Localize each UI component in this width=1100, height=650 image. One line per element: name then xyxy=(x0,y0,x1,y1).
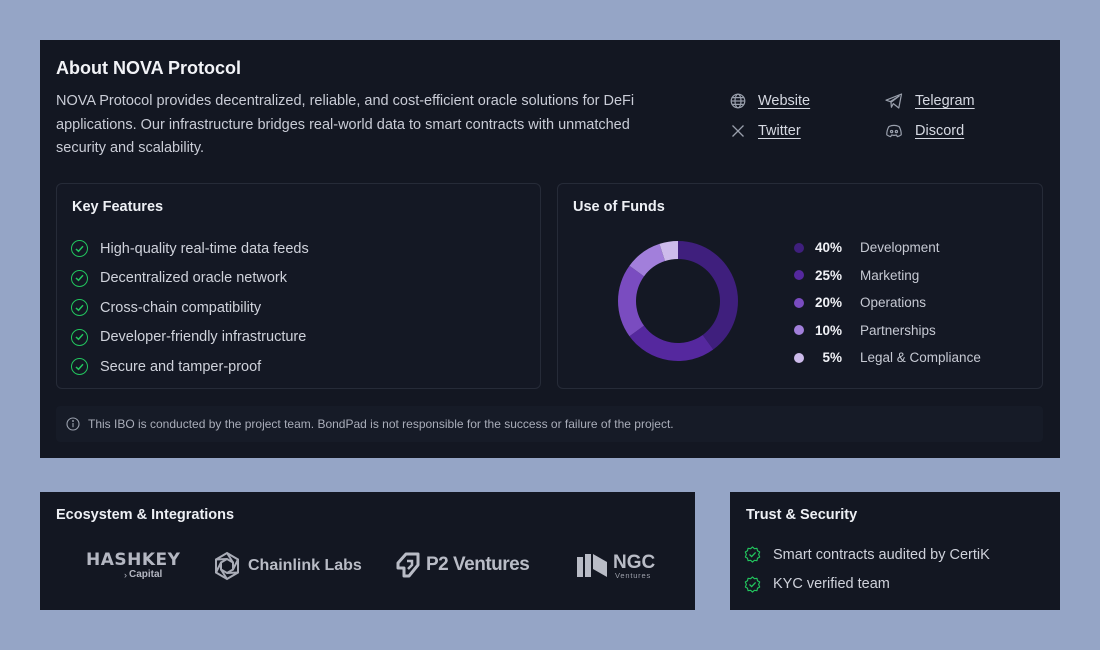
verified-badge-icon xyxy=(744,546,761,563)
ngc-wordmark: NGC xyxy=(613,552,656,573)
legend-percent: 10% xyxy=(814,322,842,338)
list-item: Cross-chain compatibility xyxy=(71,293,309,323)
discord-label: Discord xyxy=(915,123,965,139)
partner-logos: HASHKEY › Capital Chainlink Labs P2 Vent… xyxy=(86,548,666,588)
legend-swatch xyxy=(794,297,804,308)
about-panel: About NOVA Protocol NOVA Protocol provid… xyxy=(40,40,1060,458)
legend-item: 10% Partnerships xyxy=(794,317,981,345)
list-item: High-quality real-time data feeds xyxy=(71,234,309,264)
check-circle-icon xyxy=(71,269,88,287)
check-circle-icon xyxy=(71,358,88,376)
legend-item: 20% Operations xyxy=(794,289,981,317)
funds-legend: 40% Development 25% Marketing 20% Operations 1… xyxy=(794,234,981,372)
chevron-right-icon: › xyxy=(124,569,127,580)
chainlink-hex-icon xyxy=(215,551,239,581)
trust-label: Smart contracts audited by CertiK xyxy=(773,546,990,563)
discord-link[interactable]: Discord xyxy=(885,120,1030,142)
list-item: Smart contracts audited by CertiK xyxy=(744,540,990,570)
social-links: Website Telegram Twitter Discord xyxy=(730,90,1030,142)
legend-percent: 40% xyxy=(814,240,842,256)
about-title: About NOVA Protocol xyxy=(56,58,241,78)
legend-item: 40% Development xyxy=(794,234,981,262)
list-item: Developer-friendly infrastructure xyxy=(71,323,309,353)
globe-icon xyxy=(730,93,746,109)
check-circle-icon xyxy=(71,240,88,258)
x-icon xyxy=(732,125,744,137)
chainlink-labs-logo: Chainlink Labs xyxy=(212,551,362,581)
use-of-funds-title: Use of Funds xyxy=(573,199,665,215)
donut-slice-operations xyxy=(618,265,645,337)
telegram-icon xyxy=(885,93,903,109)
telegram-link[interactable]: Telegram xyxy=(885,90,1030,112)
key-features-title: Key Features xyxy=(72,199,164,215)
donut-slice-development xyxy=(678,241,738,350)
legend-item: 25% Marketing xyxy=(794,262,981,290)
chainlink-wordmark: Chainlink Labs xyxy=(248,557,362,574)
trust-security-title: Trust & Security xyxy=(746,507,858,523)
legend-label: Marketing xyxy=(860,267,920,283)
donut-slice-legal-compliance xyxy=(659,241,678,262)
twitter-label: Twitter xyxy=(758,123,801,139)
funds-donut-chart xyxy=(618,241,738,361)
feature-label: Secure and tamper-proof xyxy=(100,358,262,375)
trust-list: Smart contracts audited by CertiK KYC ve… xyxy=(744,540,990,599)
p2-ventures-wordmark: P2 Ventures xyxy=(426,554,530,575)
feature-label: High-quality real-time data feeds xyxy=(100,240,309,257)
legend-label: Legal & Compliance xyxy=(860,350,981,366)
check-circle-icon xyxy=(71,299,88,317)
hashkey-capital-logo: HASHKEY › Capital xyxy=(86,550,180,580)
legend-label: Development xyxy=(860,240,940,256)
legend-swatch xyxy=(794,242,804,253)
hashkey-capital-text: Capital xyxy=(129,569,163,580)
check-circle-icon xyxy=(71,328,88,346)
use-of-funds-card: Use of Funds 40% Development 25% Marketing 2… xyxy=(557,183,1043,389)
discord-icon xyxy=(886,124,902,138)
website-label: Website xyxy=(758,93,811,109)
about-description: NOVA Protocol provides decentralized, re… xyxy=(56,93,635,156)
donut-slice-marketing xyxy=(629,325,714,361)
legend-label: Partnerships xyxy=(860,322,936,338)
feature-label: Developer-friendly infrastructure xyxy=(100,329,307,346)
legend-percent: 5% xyxy=(822,350,842,366)
p2-ventures-icon xyxy=(396,552,420,578)
legend-item: 5% Legal & Compliance xyxy=(794,344,981,372)
feature-list: High-quality real-time data feeds Decent… xyxy=(71,234,309,382)
trust-security-panel: Trust & Security Smart contracts audited… xyxy=(730,492,1060,610)
website-link[interactable]: Website xyxy=(730,90,885,112)
legend-swatch xyxy=(794,352,804,363)
legend-swatch xyxy=(794,325,804,336)
legend-swatch xyxy=(794,270,804,281)
p2-ventures-logo: P2 Ventures xyxy=(394,551,530,579)
disclaimer-banner: This IBO is conducted by the project tea… xyxy=(56,406,1043,442)
legend-percent: 25% xyxy=(814,267,842,283)
legend-label: Operations xyxy=(860,295,927,311)
verified-badge-icon xyxy=(744,576,761,593)
ecosystem-panel: Ecosystem & Integrations HASHKEY › Capit… xyxy=(40,492,695,610)
legend-percent: 20% xyxy=(814,295,842,311)
info-icon xyxy=(66,417,80,431)
ecosystem-title: Ecosystem & Integrations xyxy=(56,507,235,523)
disclaimer-text: This IBO is conducted by the project tea… xyxy=(88,417,674,431)
list-item: KYC verified team xyxy=(744,570,990,600)
key-features-card: Key Features High-quality real-time data… xyxy=(56,183,541,389)
trust-label: KYC verified team xyxy=(773,576,890,593)
ngc-bars-icon xyxy=(577,554,607,578)
donut-slice-partnerships xyxy=(629,243,666,277)
hashkey-wordmark: HASHKEY xyxy=(86,550,181,570)
list-item: Decentralized oracle network xyxy=(71,264,309,294)
ngc-ventures-text: Ventures xyxy=(615,571,652,580)
list-item: Secure and tamper-proof xyxy=(71,352,309,382)
feature-label: Decentralized oracle network xyxy=(100,270,287,287)
telegram-label: Telegram xyxy=(915,93,975,109)
ngc-ventures-logo: NGC Ventures xyxy=(576,553,655,580)
feature-label: Cross-chain compatibility xyxy=(100,299,262,316)
twitter-link[interactable]: Twitter xyxy=(730,120,885,142)
